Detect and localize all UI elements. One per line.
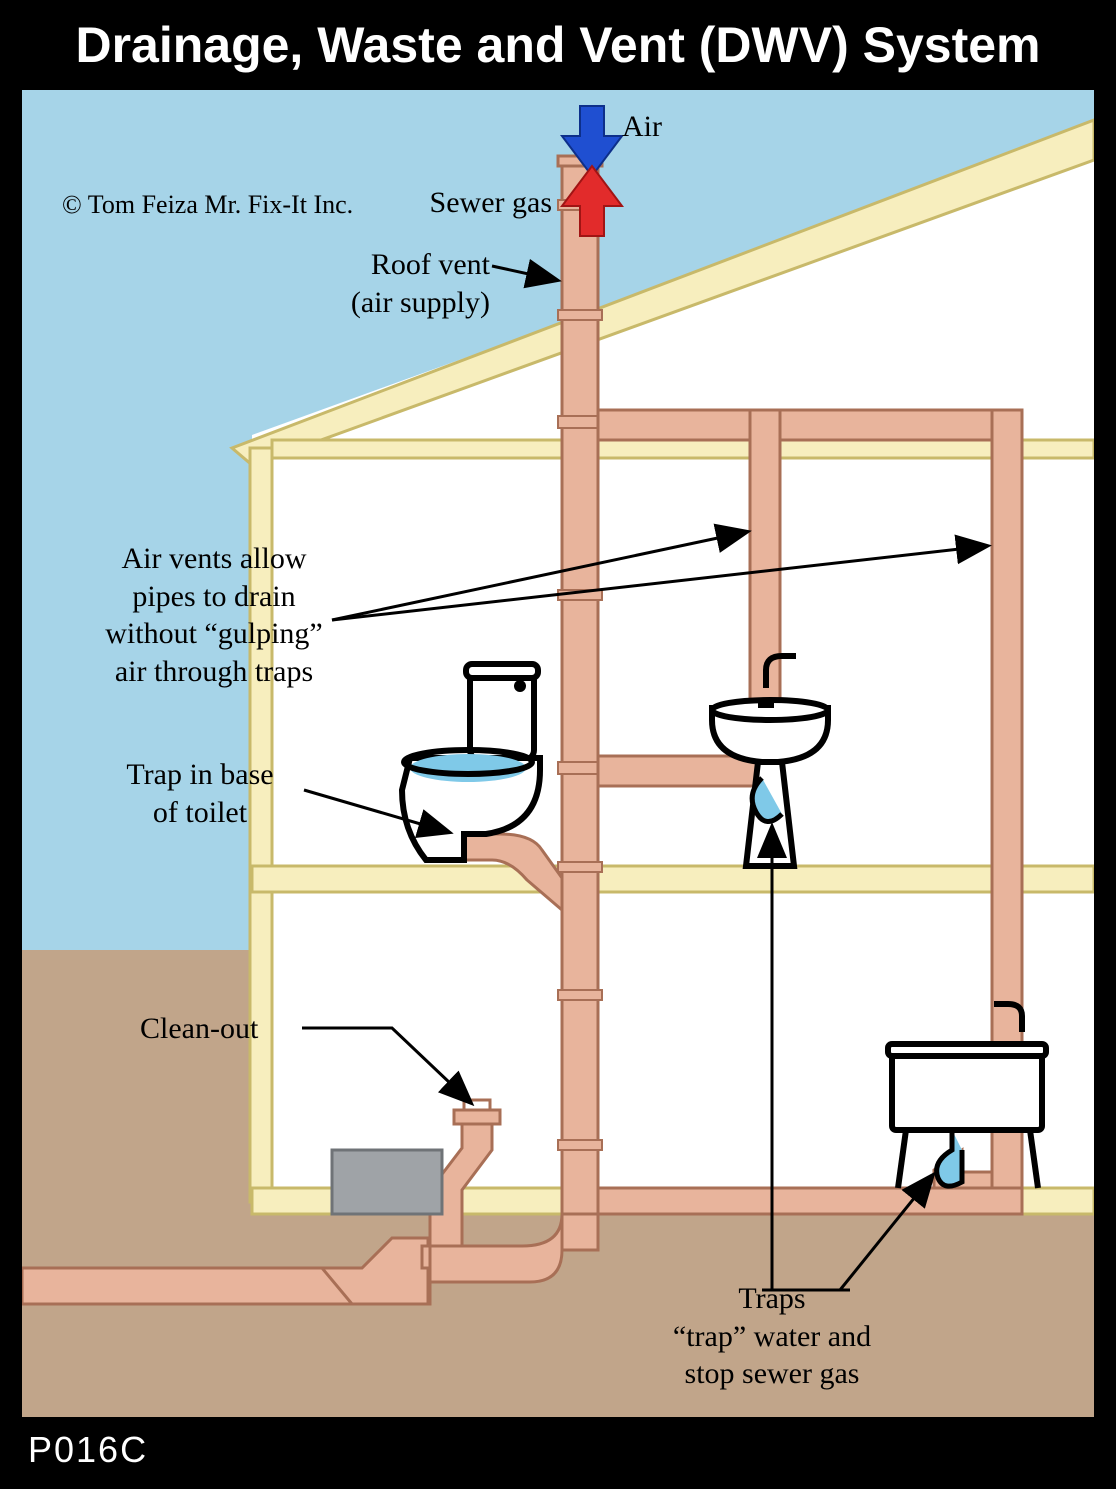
- label-trap-toilet: Trap in base of toilet: [92, 756, 308, 831]
- diagram-svg: [22, 90, 1094, 1417]
- label-sewer-gas: Sewer gas: [392, 184, 552, 222]
- label-traps: Traps “trap” water and stop sewer gas: [632, 1280, 912, 1393]
- page-title: Drainage, Waste and Vent (DWV) System: [75, 16, 1040, 74]
- canvas-wrap: © Tom Feiza Mr. Fix-It Inc. Air Sewer ga…: [22, 90, 1094, 1417]
- label-air-vents: Air vents allow pipes to drain without “…: [84, 540, 344, 690]
- copyright-text: © Tom Feiza Mr. Fix-It Inc.: [62, 190, 353, 220]
- label-cleanout: Clean-out: [140, 1010, 258, 1048]
- diagram-code: P016C: [28, 1429, 148, 1471]
- label-roof-vent: Roof vent (air supply): [314, 246, 490, 321]
- cleanout-box: [332, 1150, 442, 1214]
- diagram-frame: Drainage, Waste and Vent (DWV) System: [0, 0, 1116, 1489]
- label-air: Air: [622, 108, 662, 146]
- title-bar: Drainage, Waste and Vent (DWV) System: [0, 0, 1116, 90]
